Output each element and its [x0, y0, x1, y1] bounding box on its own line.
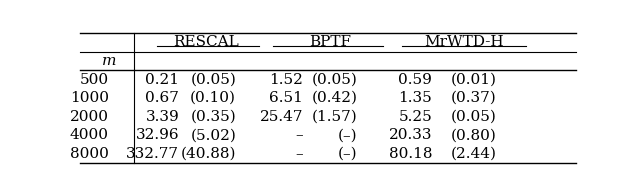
- Text: –: –: [296, 147, 303, 161]
- Text: 3.39: 3.39: [145, 110, 179, 124]
- Text: (0.05): (0.05): [451, 110, 497, 124]
- Text: (2.44): (2.44): [451, 147, 497, 161]
- Text: (0.42): (0.42): [312, 91, 358, 105]
- Text: (0.01): (0.01): [451, 73, 497, 86]
- Text: 8000: 8000: [70, 147, 109, 161]
- Text: (5.02): (5.02): [190, 128, 236, 142]
- Text: 32.96: 32.96: [136, 128, 179, 142]
- Text: (40.88): (40.88): [180, 147, 236, 161]
- Text: 20.33: 20.33: [388, 128, 432, 142]
- Text: (0.35): (0.35): [191, 110, 236, 124]
- Text: 500: 500: [79, 73, 109, 86]
- Text: 80.18: 80.18: [388, 147, 432, 161]
- Text: 6.51: 6.51: [269, 91, 303, 105]
- Text: 1000: 1000: [70, 91, 109, 105]
- Text: 0.67: 0.67: [145, 91, 179, 105]
- Text: 2000: 2000: [70, 110, 109, 124]
- Text: BPTF: BPTF: [310, 35, 351, 49]
- Text: (–): (–): [338, 128, 358, 142]
- Text: (0.37): (0.37): [451, 91, 497, 105]
- Text: 25.47: 25.47: [260, 110, 303, 124]
- Text: –: –: [296, 128, 303, 142]
- Text: 0.59: 0.59: [398, 73, 432, 86]
- Text: RESCAL: RESCAL: [173, 35, 239, 49]
- Text: MrWTD-H: MrWTD-H: [424, 35, 504, 49]
- Text: m: m: [102, 54, 116, 68]
- Text: (1.57): (1.57): [312, 110, 358, 124]
- Text: (0.05): (0.05): [190, 73, 236, 86]
- Text: 332.77: 332.77: [126, 147, 179, 161]
- Text: 5.25: 5.25: [399, 110, 432, 124]
- Text: 4000: 4000: [70, 128, 109, 142]
- Text: 1.52: 1.52: [269, 73, 303, 86]
- Text: (0.80): (0.80): [451, 128, 497, 142]
- Text: 1.35: 1.35: [399, 91, 432, 105]
- Text: (0.05): (0.05): [312, 73, 358, 86]
- Text: (–): (–): [338, 147, 358, 161]
- Text: 0.21: 0.21: [145, 73, 179, 86]
- Text: (0.10): (0.10): [190, 91, 236, 105]
